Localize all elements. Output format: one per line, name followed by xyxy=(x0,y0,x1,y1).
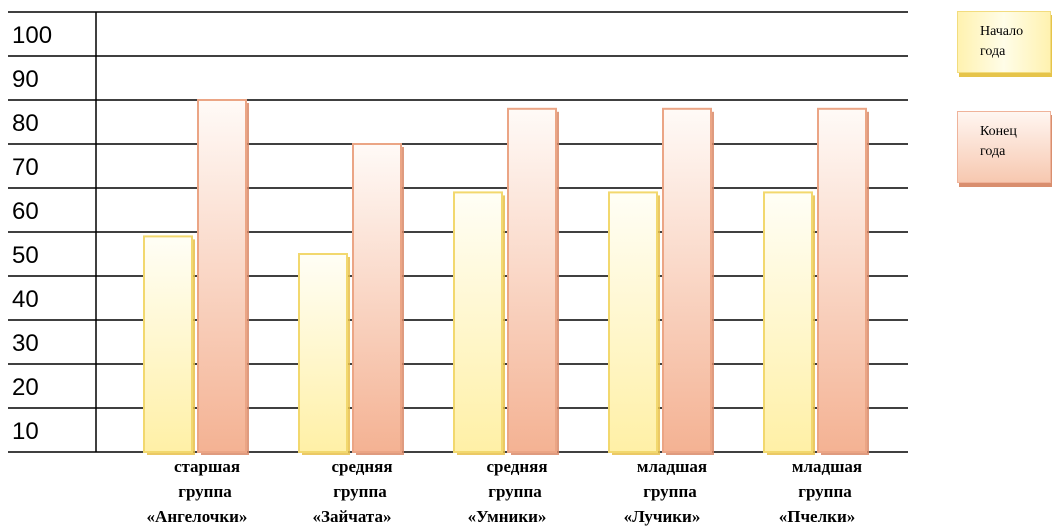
x-category-label: группа xyxy=(178,482,232,501)
x-category-label: средняя xyxy=(486,457,547,476)
x-category-label: средняя xyxy=(331,457,392,476)
legend-label-end-line2: года xyxy=(980,142,1030,162)
bar-end-4 xyxy=(663,109,711,452)
x-category-label: группа xyxy=(643,482,697,501)
y-tick-label: 100 xyxy=(12,22,52,49)
bar-end-3 xyxy=(508,109,556,452)
y-tick-label: 50 xyxy=(12,242,39,269)
x-category-label: «Умники» xyxy=(468,507,547,526)
legend-label-end-line1: Конец xyxy=(980,122,1030,142)
bar-start-5 xyxy=(764,192,812,452)
legend-item-start-of-year: Начало года xyxy=(957,11,1051,73)
y-tick-label: 20 xyxy=(12,374,39,401)
x-category-label: «Лучики» xyxy=(624,507,701,526)
y-tick-label: 40 xyxy=(12,286,39,313)
y-tick-label: 10 xyxy=(12,418,39,445)
y-tick-label: 70 xyxy=(12,154,39,181)
bar-start-1 xyxy=(144,236,192,452)
x-category-label: группа xyxy=(798,482,852,501)
bar-start-4 xyxy=(609,192,657,452)
x-category-label: группа xyxy=(333,482,387,501)
y-tick-label: 30 xyxy=(12,330,39,357)
y-tick-label: 80 xyxy=(12,110,39,137)
bar-end-1 xyxy=(198,100,246,452)
x-category-label: «Зайчата» xyxy=(313,507,392,526)
bar-start-3 xyxy=(454,192,502,452)
x-category-label: группа xyxy=(488,482,542,501)
x-category-label: старшая xyxy=(174,457,240,476)
bar-end-2 xyxy=(353,144,401,452)
y-tick-label: 60 xyxy=(12,198,39,225)
legend-item-end-of-year: Конец года xyxy=(957,111,1051,183)
bar-start-2 xyxy=(299,254,347,452)
bar-end-5 xyxy=(818,109,866,452)
y-tick-label: 90 xyxy=(12,66,39,93)
x-category-label: младшая xyxy=(792,457,862,476)
legend-label-start-line2: года xyxy=(980,42,1030,62)
x-category-label: младшая xyxy=(637,457,707,476)
x-category-label: «Ангелочки» xyxy=(147,507,248,526)
legend-label-start-line1: Начало xyxy=(980,22,1030,42)
x-category-label: «Пчелки» xyxy=(779,507,855,526)
